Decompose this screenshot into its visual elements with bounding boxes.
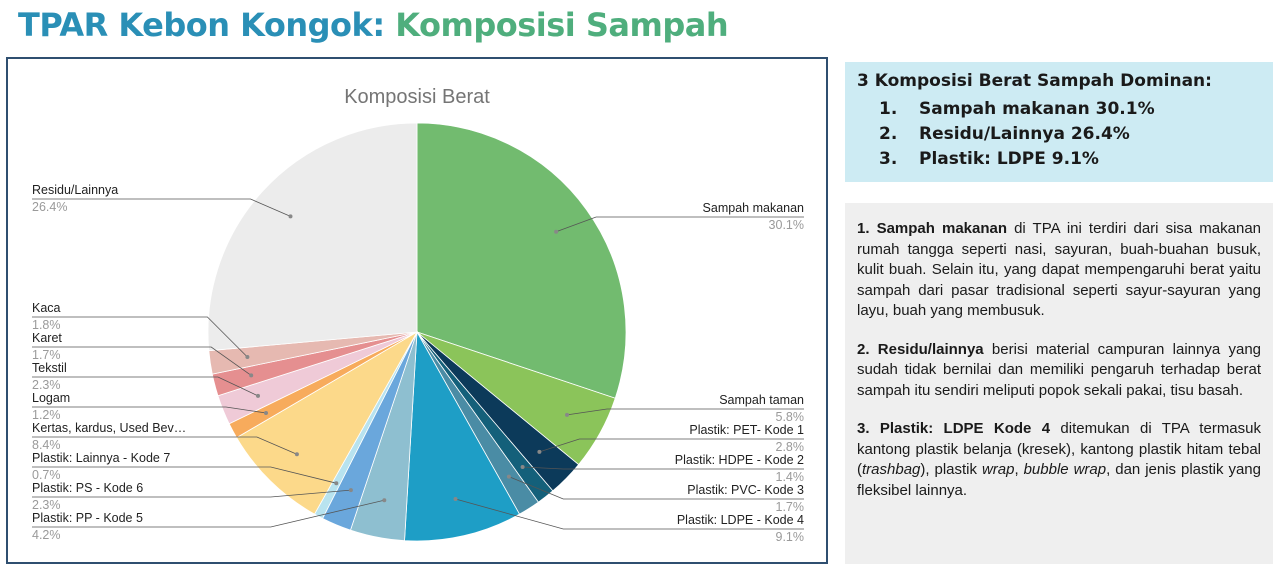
pie-leader-dot xyxy=(537,449,542,454)
pie-leader-line xyxy=(508,476,804,500)
pie-label-name: Kaca xyxy=(32,301,61,315)
pie-label-name: Plastik: HDPE - Kode 2 xyxy=(675,453,804,467)
pie-leader-line xyxy=(539,438,804,453)
detail-text: di TPA ini terdiri dari sisa makanan rum… xyxy=(857,220,1262,319)
pie-label-value: 1.4% xyxy=(776,470,805,484)
pie-label-name: Karet xyxy=(32,331,62,345)
detail-heading: 3. Plastik: LDPE Kode 4 xyxy=(857,420,1051,437)
pie-label-value: 5.8% xyxy=(776,410,805,424)
pie-label-name: Plastik: PP - Kode 5 xyxy=(32,511,143,525)
summary-item-text: Plastik: LDPE 9.1% xyxy=(919,149,1099,169)
pie-label-value: 26.4% xyxy=(32,200,67,214)
summary-item-number: 1. xyxy=(879,99,898,119)
detail-text-italic: bubble wrap xyxy=(1023,461,1107,478)
pie-label-name: Kertas, kardus, Used Bev… xyxy=(32,421,186,435)
detail-description-box: 1. Sampah makanan di TPA ini terdiri dar… xyxy=(845,203,1273,564)
pie-leader-dot xyxy=(382,498,387,503)
pie-leader-line xyxy=(522,466,804,470)
pie-label-name: Sampah taman xyxy=(719,393,804,407)
pie-label-name: Plastik: PET- Kode 1 xyxy=(689,423,804,437)
pie-leader-line xyxy=(32,489,351,498)
pie-label-value: 1.7% xyxy=(776,500,805,514)
page-title: TPAR Kebon Kongok: Komposisi Sampah xyxy=(18,6,729,44)
page-title-topic: Komposisi Sampah xyxy=(395,6,729,44)
pie-leader-line xyxy=(555,216,804,233)
summary-item-text: Sampah makanan 30.1% xyxy=(919,99,1155,119)
pie-leader-line xyxy=(32,376,259,397)
summary-list: 1. Sampah makanan 30.1% 2. Residu/Lainnya … xyxy=(857,97,1261,172)
pie-label-value: 0.7% xyxy=(32,468,61,482)
chart-title: Komposisi Berat xyxy=(344,86,490,108)
pie-label-name: Plastik: PVC- Kode 3 xyxy=(687,483,804,497)
pie-label-value: 1.2% xyxy=(32,408,61,422)
pie-label-name: Residu/Lainnya xyxy=(32,183,118,197)
pie-chart: Komposisi Berat Sampah makanan 30.1% Sampah… xyxy=(32,86,805,544)
pie-label-value: 1.8% xyxy=(32,318,61,332)
summary-item-text: Residu/Lainnya 26.4% xyxy=(919,124,1130,144)
pie-leader-dot xyxy=(245,355,250,359)
detail-paragraph-food: 1. Sampah makanan di TPA ini terdiri dar… xyxy=(857,219,1261,322)
pie-leader-dot xyxy=(453,497,458,501)
pie-label-value: 8.4% xyxy=(32,438,61,452)
pie-leader-dot xyxy=(334,481,339,486)
detail-text-italic: trashbag xyxy=(862,461,921,478)
pie-leader-dot xyxy=(256,393,260,398)
pie-leader-line xyxy=(32,436,298,455)
pie-label-value: 9.1% xyxy=(776,530,805,544)
page-title-location: TPAR Kebon Kongok: xyxy=(18,6,385,44)
detail-text: berisi material campuran lainnya yang su… xyxy=(857,340,1261,399)
detail-text: , dan jenis plastik yang fleksibel lainn… xyxy=(857,461,1261,499)
pie-leader-line xyxy=(455,498,804,530)
detail-text: , xyxy=(1014,461,1024,478)
pie-slice xyxy=(416,122,627,399)
pie-leader-line xyxy=(566,408,804,416)
pie-label-value: 4.2% xyxy=(32,528,61,542)
pie-slice xyxy=(236,330,419,515)
pie-label-name: Sampah makanan xyxy=(703,201,805,215)
pie-leader-line xyxy=(32,499,385,528)
pie-leader-line xyxy=(32,316,248,358)
pie-leader-dot xyxy=(288,214,293,219)
pie-label-name: Logam xyxy=(32,391,70,405)
pie-label-value: 2.8% xyxy=(776,440,805,454)
pie-leader-dot xyxy=(264,411,268,415)
pie-leader-dot xyxy=(249,373,254,378)
detail-paragraph-residue: 2. Residu/lainnya berisi material campur… xyxy=(857,340,1261,402)
pie-leader-dot xyxy=(294,452,299,457)
pie-leader-dot xyxy=(565,412,569,417)
dominant-summary-box: 3 Komposisi Berat Sampah Dominan: 1. Samp… xyxy=(845,62,1273,182)
pie-leader-line xyxy=(32,466,337,484)
detail-text: ditemukan di TPA termasuk kantong plasti… xyxy=(857,420,1261,478)
summary-item: 1. Sampah makanan 30.1% xyxy=(857,97,1261,122)
pie-leader-line xyxy=(32,406,267,414)
summary-item-number: 2. xyxy=(879,124,898,144)
summary-item: 3. Plastik: LDPE 9.1% xyxy=(857,147,1261,172)
detail-heading: 1. Sampah makanan xyxy=(857,220,1008,237)
detail-text: ), plastik xyxy=(920,461,982,478)
summary-item-number: 3. xyxy=(879,149,898,169)
pie-label-value: 2.3% xyxy=(32,378,61,392)
detail-heading: 2. Residu/lainnya xyxy=(857,340,984,358)
pie-label-value: 1.7% xyxy=(32,348,61,362)
detail-paragraph-ldpe: 3. Plastik: LDPE Kode 4 ditemukan di TPA… xyxy=(857,419,1261,501)
detail-text-italic: wrap xyxy=(981,461,1015,478)
pie-leader-line xyxy=(32,346,252,376)
pie-leader-dot xyxy=(348,488,353,493)
pie-slice xyxy=(207,122,418,352)
pie-label-name: Plastik: Lainnya - Kode 7 xyxy=(32,451,170,465)
pie-chart-panel: Komposisi Berat Sampah makanan 30.1% Sampah… xyxy=(6,57,828,564)
pie-label-name: Tekstil xyxy=(32,361,67,375)
pie-label-value: 2.3% xyxy=(32,498,61,512)
pie-leader-line xyxy=(32,198,291,217)
pie-leader-dot xyxy=(554,229,559,234)
summary-title: 3 Komposisi Berat Sampah Dominan: xyxy=(857,71,1212,91)
summary-item: 2. Residu/Lainnya 26.4% xyxy=(857,122,1261,147)
pie-leader-dot xyxy=(520,465,525,469)
pie-leader-dot xyxy=(506,474,511,479)
pie-label-name: Plastik: PS - Kode 6 xyxy=(32,481,143,495)
pie-label-name: Plastik: LDPE - Kode 4 xyxy=(677,513,804,527)
pie-label-value: 30.1% xyxy=(769,218,804,232)
